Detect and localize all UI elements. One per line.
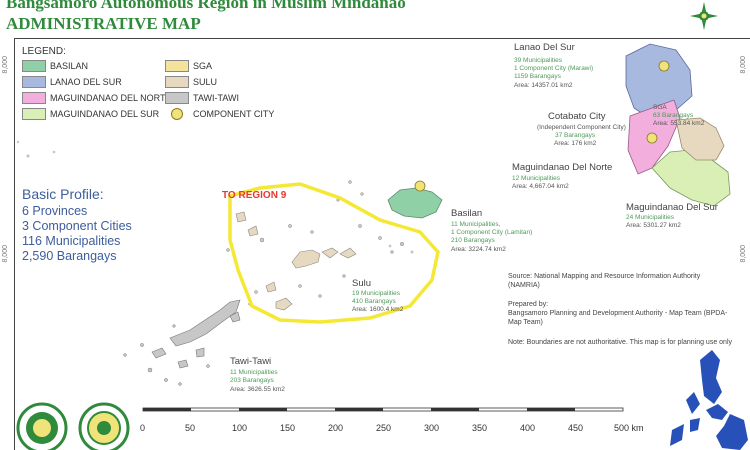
legend-item-component-city: COMPONENT CITY bbox=[165, 108, 274, 120]
lanao-info: 39 Municipalities 1 Component City (Maraw… bbox=[514, 57, 594, 80]
profile-cities: 3 Component Cities bbox=[22, 219, 132, 233]
scale-tick-300: 300 bbox=[424, 423, 440, 433]
scale-tick-0: 0 bbox=[140, 423, 146, 433]
basilan-info: 11 Municipalities, 1 Component City (Lami… bbox=[451, 221, 533, 244]
scattered-islands bbox=[16, 140, 414, 254]
scale-tick-50: 50 bbox=[185, 423, 196, 433]
compass-icon bbox=[690, 2, 718, 30]
cotabato-area: Area: 176 km2 bbox=[554, 140, 597, 147]
scale-tick-350: 350 bbox=[472, 423, 488, 433]
barmm-seal-logo bbox=[16, 402, 68, 450]
scale-tick-450: 450 bbox=[568, 423, 584, 433]
basilan-name: Basilan bbox=[451, 208, 483, 219]
prepared-by-label: Prepared by: bbox=[508, 301, 549, 308]
map-frame bbox=[14, 38, 750, 450]
source-note: Source: National Mapping and Resource In… bbox=[508, 273, 701, 289]
mdn-municipalities: 12 Municipalities bbox=[512, 175, 561, 182]
profile-municipalities: 116 Municipalities bbox=[22, 234, 121, 248]
mdn-swatch bbox=[22, 92, 46, 104]
sulu-province bbox=[235, 211, 357, 311]
mdn-area: Area: 4,667.04 km2 bbox=[512, 183, 569, 190]
mds-area: Area: 5301.27 km2 bbox=[626, 222, 681, 229]
tawi-tawi-province bbox=[151, 299, 241, 369]
sga-swatch bbox=[165, 60, 189, 72]
legend-item-basilan: BASILAN bbox=[22, 60, 88, 72]
maguindanao-del-sur-province bbox=[651, 149, 731, 207]
lanao-name: Lanao Del Sur bbox=[514, 42, 575, 53]
scale-tick-500: 500 km bbox=[614, 423, 644, 433]
component-city-icon bbox=[171, 108, 183, 120]
mdn-name: Maguindanao Del Norte bbox=[512, 162, 613, 173]
basilan-province bbox=[387, 187, 443, 219]
tawi-info: 11 Municipalities 203 Barangays bbox=[230, 369, 278, 384]
sga-area bbox=[675, 117, 725, 161]
map-subtitle: ADMINISTRATIVE MAP bbox=[6, 14, 201, 33]
sulu-area: Area: 1600.4 km2 bbox=[352, 306, 404, 313]
mds-name: Maguindanao Del Sur bbox=[626, 202, 718, 213]
sga-area: Area: 553.84 km2 bbox=[653, 120, 705, 127]
prepared-by-text: Bangsamoro Planning and Development Auth… bbox=[508, 310, 728, 326]
legend-title: LEGEND: bbox=[22, 46, 66, 57]
basilan-swatch bbox=[22, 60, 46, 72]
sulu-small-islands bbox=[226, 180, 405, 298]
map-title: Bangsamoro Autonomous Region in Muslim M… bbox=[6, 0, 406, 12]
bpda-seal-logo bbox=[78, 402, 130, 450]
legend-item-tawi: TAWI-TAWI bbox=[165, 92, 239, 104]
mds-swatch bbox=[22, 108, 46, 120]
region-9-boundary bbox=[228, 182, 440, 324]
legend-item-lanao: LANAO DEL SUR bbox=[22, 76, 122, 88]
legend-item-sga: SGA bbox=[165, 60, 212, 72]
sulu-info: 19 Municipalities 410 Barangays bbox=[352, 290, 401, 305]
lamitan-city-marker bbox=[414, 180, 426, 192]
scale-bar bbox=[142, 407, 624, 412]
profile-title: Basic Profile: bbox=[22, 186, 104, 202]
sulu-name: Sulu bbox=[352, 278, 372, 289]
scale-tick-200: 200 bbox=[328, 423, 344, 433]
tawi-swatch bbox=[165, 92, 189, 104]
legend-item-mds: MAGUINDANAO DEL SUR bbox=[22, 108, 159, 120]
cotabato-name: Cotabato City bbox=[548, 111, 606, 122]
scale-tick-250: 250 bbox=[376, 423, 392, 433]
profile-barangays: 2,590 Barangays bbox=[22, 249, 117, 263]
disclaimer-note: Note: Boundaries are not authoritative. … bbox=[508, 339, 732, 346]
profile-provinces: 6 Provinces bbox=[22, 204, 88, 218]
lanao-area: Area: 14357.01 km2 bbox=[514, 82, 573, 89]
sga-barangays: 63 Barangays bbox=[653, 112, 694, 119]
scale-tick-150: 150 bbox=[280, 423, 296, 433]
sga-name: SGA bbox=[653, 104, 667, 111]
cotabato-city-marker bbox=[646, 132, 658, 144]
scale-tick-100: 100 bbox=[232, 423, 248, 433]
lanao-swatch bbox=[22, 76, 46, 88]
legend-item-sulu: SULU bbox=[165, 76, 217, 88]
tawi-area: Area: 3626.55 km2 bbox=[230, 386, 285, 393]
lanao-del-sur-province bbox=[625, 43, 693, 121]
tawi-name: Tawi-Tawi bbox=[230, 356, 272, 367]
scale-tick-400: 400 bbox=[520, 423, 536, 433]
cotabato-info: (Independent Component City) bbox=[537, 124, 626, 131]
marawi-city-marker bbox=[658, 60, 670, 72]
legend-item-mdn: MAGUINDANAO DEL NORTE bbox=[22, 92, 172, 104]
sulu-swatch bbox=[165, 76, 189, 88]
mds-municipalities: 24 Municipalities bbox=[626, 214, 675, 221]
basilan-area: Area: 3224.74 km2 bbox=[451, 246, 506, 253]
to-region-9-label: TO REGION 9 bbox=[222, 190, 287, 201]
cotabato-barangays: 37 Barangays bbox=[555, 132, 596, 139]
philippines-inset-map bbox=[670, 350, 748, 450]
